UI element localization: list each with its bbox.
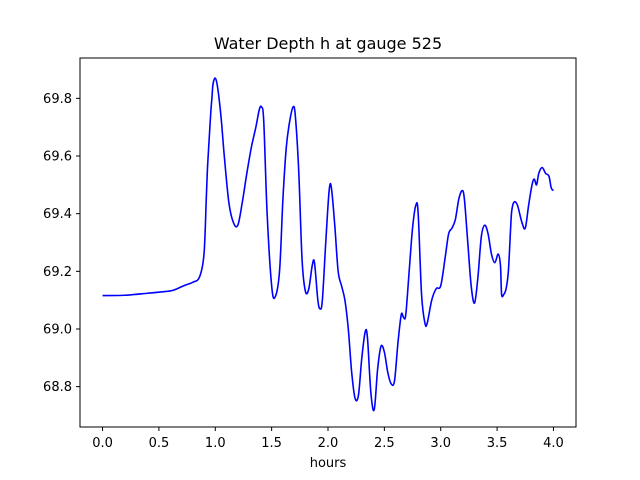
x-tick-label: 3.0 <box>430 436 451 451</box>
chart-title: Water Depth h at gauge 525 <box>214 34 442 53</box>
y-tick-label: 69.6 <box>43 150 72 165</box>
x-tick-label: 1.5 <box>261 436 282 451</box>
x-tick-label: 2.0 <box>318 436 339 451</box>
plot-area: 0.0 0.5 1.0 1.5 2.0 2.5 3.0 3.5 4.0 68.8 69.0 69.2… <box>43 57 577 451</box>
x-tick-label: 2.5 <box>374 436 395 451</box>
y-tick-label: 68.8 <box>43 380 72 395</box>
x-tick-label: 3.5 <box>487 436 508 451</box>
y-tick-label: 69.0 <box>43 322 72 337</box>
y-axis: 68.8 69.0 69.2 69.4 69.6 69.8 <box>43 92 80 395</box>
x-tick-label: 1.0 <box>205 436 226 451</box>
y-tick-label: 69.8 <box>43 92 72 107</box>
x-tick-label: 0.0 <box>92 436 113 451</box>
x-tick-label: 0.5 <box>149 436 170 451</box>
x-tick-label: 4.0 <box>543 436 564 451</box>
y-tick-label: 69.2 <box>43 265 72 280</box>
x-axis: 0.0 0.5 1.0 1.5 2.0 2.5 3.0 3.5 4.0 <box>92 427 564 451</box>
series-line <box>102 77 555 412</box>
x-axis-label: hours <box>310 456 347 471</box>
y-tick-label: 69.4 <box>43 207 72 222</box>
data-layer <box>102 77 555 412</box>
